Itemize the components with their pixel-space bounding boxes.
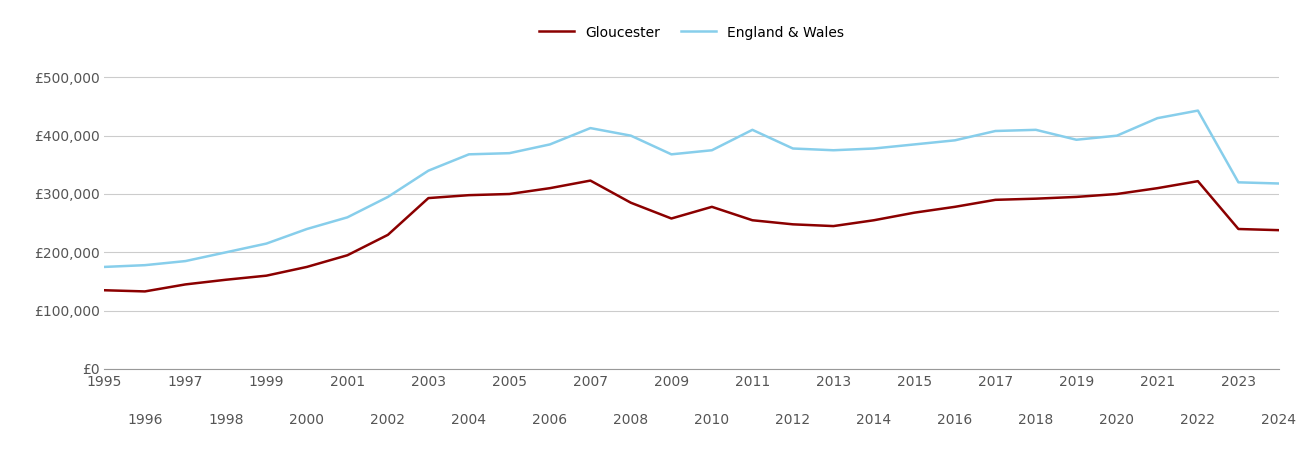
Line: England & Wales: England & Wales bbox=[104, 111, 1279, 267]
Gloucester bbox=[461, 193, 476, 198]
Text: 2016: 2016 bbox=[937, 414, 972, 428]
Gloucester bbox=[988, 197, 1004, 202]
Line: Gloucester: Gloucester bbox=[104, 180, 1279, 292]
England & Wales bbox=[542, 142, 557, 147]
England & Wales bbox=[1028, 127, 1044, 133]
Gloucester bbox=[177, 282, 193, 287]
England & Wales bbox=[582, 126, 598, 131]
Gloucester bbox=[1231, 226, 1246, 232]
Gloucester bbox=[663, 216, 679, 221]
England & Wales bbox=[461, 152, 476, 157]
England & Wales bbox=[826, 148, 842, 153]
Text: 2018: 2018 bbox=[1018, 414, 1053, 428]
Gloucester bbox=[1028, 196, 1044, 201]
Gloucester bbox=[258, 273, 274, 279]
England & Wales bbox=[218, 250, 234, 255]
England & Wales bbox=[947, 138, 963, 143]
Gloucester bbox=[1069, 194, 1084, 200]
Gloucester bbox=[501, 191, 517, 197]
Text: 2000: 2000 bbox=[290, 414, 325, 428]
Text: 2008: 2008 bbox=[613, 414, 649, 428]
Text: 2006: 2006 bbox=[532, 414, 568, 428]
England & Wales bbox=[1231, 180, 1246, 185]
England & Wales bbox=[867, 146, 882, 151]
England & Wales bbox=[1190, 108, 1206, 113]
Gloucester bbox=[1109, 191, 1125, 197]
Gloucester bbox=[137, 289, 153, 294]
England & Wales bbox=[1150, 116, 1165, 121]
Text: 2022: 2022 bbox=[1181, 414, 1215, 428]
England & Wales bbox=[420, 168, 436, 173]
Text: 1996: 1996 bbox=[127, 414, 163, 428]
England & Wales bbox=[786, 146, 801, 151]
England & Wales bbox=[907, 142, 923, 147]
Text: 2004: 2004 bbox=[452, 414, 487, 428]
England & Wales bbox=[1069, 137, 1084, 143]
England & Wales bbox=[501, 150, 517, 156]
England & Wales bbox=[380, 194, 395, 200]
England & Wales bbox=[177, 258, 193, 264]
Gloucester bbox=[907, 210, 923, 216]
Gloucester bbox=[745, 217, 761, 223]
Gloucester bbox=[380, 232, 395, 238]
England & Wales bbox=[663, 152, 679, 157]
England & Wales bbox=[1109, 133, 1125, 138]
England & Wales bbox=[1271, 181, 1287, 186]
Gloucester bbox=[867, 217, 882, 223]
England & Wales bbox=[988, 128, 1004, 134]
Gloucester bbox=[218, 277, 234, 283]
Gloucester bbox=[339, 252, 355, 258]
Text: 2024: 2024 bbox=[1262, 414, 1296, 428]
Text: 2012: 2012 bbox=[775, 414, 810, 428]
Gloucester bbox=[947, 204, 963, 210]
Gloucester bbox=[1190, 179, 1206, 184]
Gloucester bbox=[1271, 227, 1287, 233]
Text: 2020: 2020 bbox=[1099, 414, 1134, 428]
England & Wales bbox=[705, 148, 720, 153]
Legend: Gloucester, England & Wales: Gloucester, England & Wales bbox=[534, 20, 850, 45]
England & Wales bbox=[622, 133, 638, 138]
England & Wales bbox=[258, 241, 274, 246]
Text: 1998: 1998 bbox=[209, 414, 244, 428]
Gloucester bbox=[542, 185, 557, 191]
England & Wales bbox=[137, 262, 153, 268]
Text: 2014: 2014 bbox=[856, 414, 891, 428]
Gloucester bbox=[1150, 185, 1165, 191]
Gloucester bbox=[299, 264, 315, 270]
Gloucester bbox=[582, 178, 598, 183]
Gloucester bbox=[705, 204, 720, 210]
Gloucester bbox=[97, 288, 112, 293]
England & Wales bbox=[299, 226, 315, 232]
England & Wales bbox=[745, 127, 761, 133]
Text: 2010: 2010 bbox=[694, 414, 729, 428]
Gloucester bbox=[826, 223, 842, 229]
Gloucester bbox=[786, 222, 801, 227]
Text: 2002: 2002 bbox=[371, 414, 406, 428]
Gloucester bbox=[420, 195, 436, 201]
Gloucester bbox=[622, 200, 638, 206]
England & Wales bbox=[339, 215, 355, 220]
England & Wales bbox=[97, 264, 112, 270]
